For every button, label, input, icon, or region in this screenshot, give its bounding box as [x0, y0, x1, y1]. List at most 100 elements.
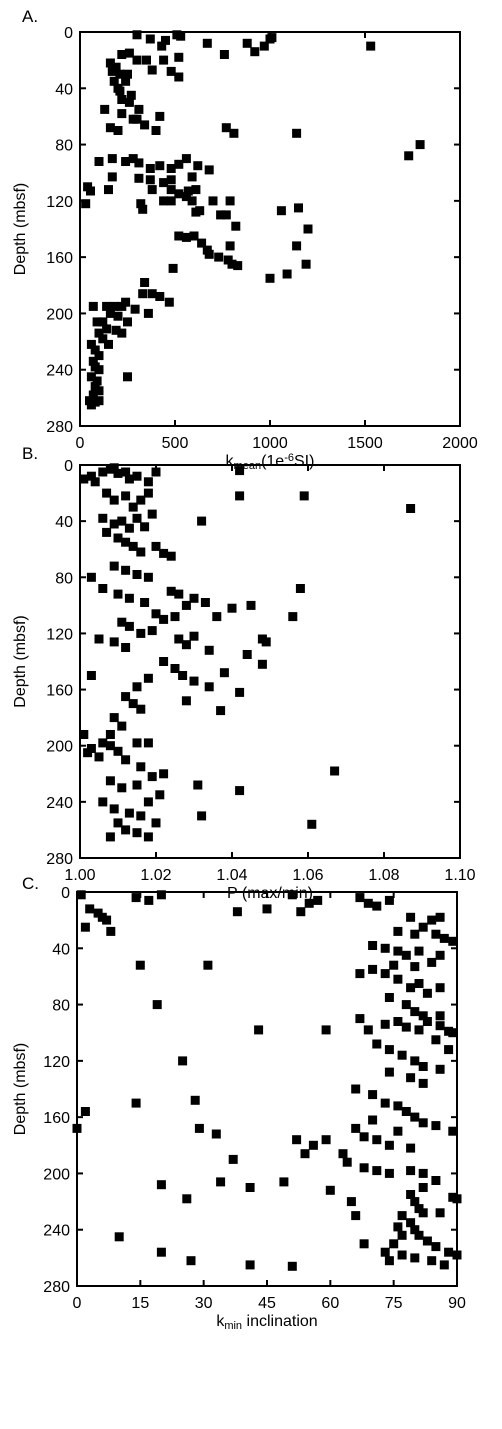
data-point — [415, 140, 425, 150]
data-point — [109, 519, 119, 529]
data-point — [368, 1115, 378, 1125]
data-point — [181, 154, 191, 164]
data-point — [86, 671, 96, 680]
data-point — [410, 1225, 420, 1235]
y-tick-label: 160 — [43, 1110, 70, 1127]
data-point — [86, 339, 96, 349]
data-point — [406, 1190, 416, 1199]
data-point — [288, 612, 298, 622]
x-axis-label-main: k — [216, 1313, 225, 1330]
x-axis-label-sub: min — [224, 1320, 242, 1332]
y-tick-label: 0 — [61, 885, 70, 902]
data-point — [143, 797, 153, 807]
data-point — [107, 66, 117, 76]
data-point — [397, 1211, 407, 1221]
data-point — [203, 960, 213, 970]
data-point — [166, 551, 176, 561]
panel-label: B. — [22, 444, 38, 463]
data-point — [105, 776, 115, 786]
data-point — [368, 964, 378, 974]
data-point — [189, 231, 199, 241]
data-point — [105, 832, 115, 842]
data-point — [359, 1239, 369, 1249]
data-point — [98, 467, 108, 477]
data-point — [181, 696, 191, 706]
data-point — [208, 196, 218, 206]
data-point — [292, 241, 302, 251]
data-point — [351, 1084, 361, 1094]
data-point — [86, 572, 96, 582]
data-point — [380, 1098, 390, 1108]
x-axis-label: P (max/min) — [227, 885, 313, 902]
data-point — [422, 1017, 432, 1026]
data-point — [98, 513, 108, 523]
x-tick-label: 60 — [321, 1295, 339, 1312]
data-point — [155, 790, 165, 800]
data-point — [98, 334, 108, 344]
data-point — [193, 780, 203, 790]
data-point — [410, 1197, 420, 1207]
x-axis-label-sup: -6 — [284, 452, 294, 464]
x-tick-label: 1.02 — [140, 867, 171, 884]
data-point — [164, 297, 174, 307]
data-point — [254, 1025, 264, 1035]
data-point — [393, 1222, 403, 1232]
data-point — [401, 1107, 411, 1116]
y-tick-label: 240 — [43, 1223, 70, 1240]
data-point — [294, 203, 303, 213]
x-tick-label: 1.08 — [368, 867, 399, 884]
data-point — [123, 317, 132, 327]
data-point — [313, 895, 323, 905]
data-point — [380, 969, 390, 979]
data-point — [393, 946, 403, 956]
data-point — [88, 390, 98, 400]
data-point — [393, 926, 403, 936]
y-tick-label: 0 — [64, 458, 73, 475]
data-point — [104, 339, 113, 349]
data-point — [102, 915, 112, 925]
data-point — [427, 1256, 437, 1266]
data-point — [384, 1256, 394, 1266]
x-tick-label: 1.00 — [64, 867, 95, 884]
data-point — [128, 502, 138, 512]
data-point — [393, 1101, 403, 1111]
data-point — [113, 746, 123, 756]
data-point — [231, 221, 241, 231]
data-point — [76, 890, 86, 900]
data-point — [136, 628, 146, 638]
data-point — [219, 50, 229, 59]
data-point — [117, 516, 127, 526]
data-point — [121, 467, 131, 477]
data-point — [94, 752, 104, 762]
data-point — [414, 979, 424, 988]
data-point — [418, 1183, 428, 1192]
y-axis-label: Depth (mbsf) — [12, 1043, 29, 1135]
data-point — [121, 643, 131, 652]
data-point — [414, 1025, 424, 1035]
data-point — [359, 1163, 369, 1173]
data-point — [117, 783, 127, 793]
data-point — [121, 76, 131, 86]
x-tick-label: 1000 — [252, 435, 288, 452]
data-point — [401, 950, 411, 960]
data-point — [235, 466, 245, 476]
data-point — [134, 104, 144, 114]
data-point — [448, 936, 458, 946]
data-point — [132, 513, 142, 523]
data-point — [299, 491, 309, 501]
data-point — [132, 114, 142, 124]
data-point — [94, 365, 104, 375]
data-point — [121, 825, 131, 835]
data-point — [124, 593, 134, 603]
data-point — [300, 1149, 310, 1159]
data-point — [363, 898, 373, 908]
data-point — [372, 1166, 382, 1176]
data-point — [109, 637, 119, 647]
data-point — [393, 1017, 403, 1026]
data-point — [384, 1140, 394, 1150]
y-tick-label: 120 — [43, 1054, 70, 1071]
x-tick-label: 1.06 — [292, 867, 323, 884]
y-tick-label: 120 — [46, 626, 73, 643]
data-point — [227, 259, 237, 269]
